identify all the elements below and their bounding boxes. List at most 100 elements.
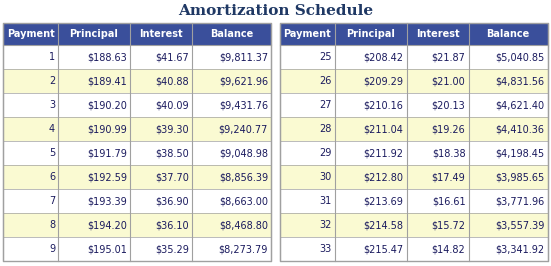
Text: $39.30: $39.30 xyxy=(155,124,189,134)
Text: $192.59: $192.59 xyxy=(87,172,127,182)
Text: $190.99: $190.99 xyxy=(87,124,127,134)
Text: Principal: Principal xyxy=(69,29,118,39)
Text: $212.80: $212.80 xyxy=(364,172,403,182)
Text: $215.47: $215.47 xyxy=(363,244,403,254)
Bar xyxy=(279,23,548,261)
Bar xyxy=(279,141,548,165)
Text: 9: 9 xyxy=(49,244,55,254)
Text: $38.50: $38.50 xyxy=(155,148,189,158)
Bar xyxy=(3,69,271,93)
Text: $191.79: $191.79 xyxy=(87,148,127,158)
Text: $40.09: $40.09 xyxy=(155,100,189,110)
Text: $214.58: $214.58 xyxy=(364,220,403,230)
Text: 6: 6 xyxy=(49,172,55,182)
Bar xyxy=(279,45,548,69)
Bar xyxy=(279,69,548,93)
Text: $36.90: $36.90 xyxy=(155,196,189,206)
Bar xyxy=(3,165,271,189)
Text: 5: 5 xyxy=(48,148,55,158)
Text: $189.41: $189.41 xyxy=(87,76,127,86)
Text: $188.63: $188.63 xyxy=(87,52,127,62)
Text: $209.29: $209.29 xyxy=(364,76,403,86)
Bar xyxy=(279,213,548,237)
Text: $37.70: $37.70 xyxy=(155,172,189,182)
Text: $17.49: $17.49 xyxy=(432,172,466,182)
Text: $4,621.40: $4,621.40 xyxy=(495,100,544,110)
Text: 33: 33 xyxy=(319,244,332,254)
Text: $20.13: $20.13 xyxy=(432,100,466,110)
Bar xyxy=(3,213,271,237)
Text: $211.04: $211.04 xyxy=(364,124,403,134)
Text: 30: 30 xyxy=(319,172,332,182)
Text: 29: 29 xyxy=(319,148,332,158)
Bar xyxy=(279,165,548,189)
Text: $211.92: $211.92 xyxy=(364,148,403,158)
Bar xyxy=(279,23,548,45)
Text: $16.61: $16.61 xyxy=(432,196,466,206)
Text: $3,341.92: $3,341.92 xyxy=(495,244,544,254)
Text: $14.82: $14.82 xyxy=(432,244,466,254)
Bar xyxy=(3,93,271,117)
Text: $9,621.96: $9,621.96 xyxy=(219,76,268,86)
Bar xyxy=(279,237,548,261)
Text: Principal: Principal xyxy=(346,29,395,39)
Text: $21.87: $21.87 xyxy=(431,52,466,62)
Text: 7: 7 xyxy=(48,196,55,206)
Text: $4,198.45: $4,198.45 xyxy=(495,148,544,158)
Text: 4: 4 xyxy=(49,124,55,134)
Bar xyxy=(3,141,271,165)
Text: Interest: Interest xyxy=(415,29,460,39)
Text: $4,831.56: $4,831.56 xyxy=(495,76,544,86)
Text: $8,468.80: $8,468.80 xyxy=(219,220,268,230)
Text: $3,985.65: $3,985.65 xyxy=(495,172,544,182)
Bar xyxy=(3,45,271,69)
Text: $8,856.39: $8,856.39 xyxy=(219,172,268,182)
Text: Balance: Balance xyxy=(487,29,530,39)
Text: $9,240.77: $9,240.77 xyxy=(219,124,268,134)
Text: Balance: Balance xyxy=(210,29,253,39)
Text: Payment: Payment xyxy=(283,29,331,39)
Text: 28: 28 xyxy=(319,124,332,134)
Text: $3,557.39: $3,557.39 xyxy=(495,220,544,230)
Text: $18.38: $18.38 xyxy=(432,148,466,158)
Text: $41.67: $41.67 xyxy=(155,52,189,62)
Bar xyxy=(3,237,271,261)
Text: 2: 2 xyxy=(48,76,55,86)
Text: 25: 25 xyxy=(319,52,332,62)
Text: Payment: Payment xyxy=(7,29,55,39)
Text: $194.20: $194.20 xyxy=(87,220,127,230)
Text: 8: 8 xyxy=(49,220,55,230)
Text: Interest: Interest xyxy=(139,29,183,39)
Text: $213.69: $213.69 xyxy=(364,196,403,206)
Text: 32: 32 xyxy=(319,220,332,230)
Text: $40.88: $40.88 xyxy=(155,76,189,86)
Text: $5,040.85: $5,040.85 xyxy=(495,52,544,62)
Text: $21.00: $21.00 xyxy=(432,76,466,86)
Text: 26: 26 xyxy=(319,76,332,86)
Text: $4,410.36: $4,410.36 xyxy=(495,124,544,134)
Text: $8,273.79: $8,273.79 xyxy=(219,244,268,254)
Text: 1: 1 xyxy=(49,52,55,62)
Text: $15.72: $15.72 xyxy=(431,220,466,230)
Bar xyxy=(3,189,271,213)
Text: $9,811.37: $9,811.37 xyxy=(219,52,268,62)
Bar xyxy=(3,117,271,141)
Bar xyxy=(3,23,271,45)
Bar xyxy=(279,189,548,213)
Text: $35.29: $35.29 xyxy=(155,244,189,254)
Bar xyxy=(279,117,548,141)
Bar xyxy=(279,93,548,117)
Text: $36.10: $36.10 xyxy=(155,220,189,230)
Text: $210.16: $210.16 xyxy=(364,100,403,110)
Text: $193.39: $193.39 xyxy=(87,196,127,206)
Text: $9,048.98: $9,048.98 xyxy=(219,148,268,158)
Text: $190.20: $190.20 xyxy=(87,100,127,110)
Text: 3: 3 xyxy=(49,100,55,110)
Text: 31: 31 xyxy=(319,196,332,206)
Text: $19.26: $19.26 xyxy=(432,124,466,134)
Bar xyxy=(3,23,271,261)
Text: $195.01: $195.01 xyxy=(87,244,127,254)
Text: $208.42: $208.42 xyxy=(364,52,403,62)
Text: 27: 27 xyxy=(319,100,332,110)
Text: Amortization Schedule: Amortization Schedule xyxy=(178,4,373,18)
